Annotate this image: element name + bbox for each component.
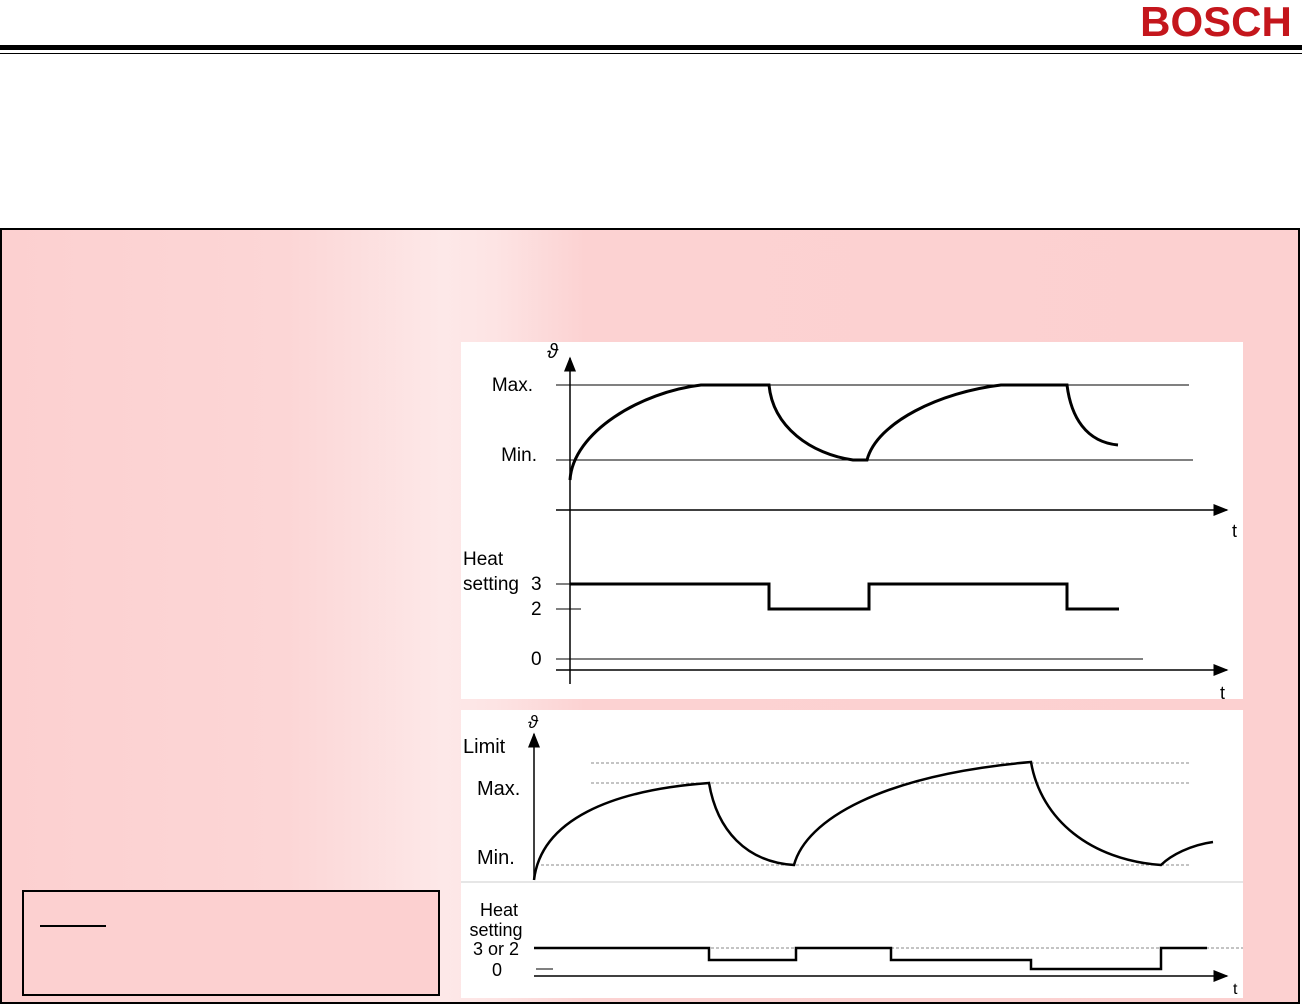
temperature-curve [532,760,1214,881]
note-box [22,890,440,996]
min-label: Min. [477,847,515,869]
level-2-label: 2 [531,599,542,620]
time-label-upper: t [1232,521,1237,541]
bosch-logo: BOSCH [1136,0,1296,45]
max-label: Max. [477,778,520,800]
heat-title-line1: Heat [463,549,504,570]
level-0-label: 0 [531,649,542,670]
level-3-label: 3 [531,574,542,595]
theta-symbol: ϑ [547,342,559,363]
max-label: Max. [492,375,533,396]
time-label: t [1233,981,1238,998]
heat-title-line3: 3 or 2 [473,939,519,959]
min-label: Min. [501,445,537,466]
header-rule-thin [0,53,1302,54]
diagram-top-two-step-control: ϑ Max. Min. t Heat setting 3 2 0 t [461,342,1243,699]
note-underline [40,925,106,927]
heat-setting-signal [534,946,1207,971]
heat-title-line2: setting [463,574,519,595]
level-0-label: 0 [492,960,502,980]
heat-setting-signal [570,582,1119,611]
heat-title-line1: Heat [480,900,518,920]
theta-symbol: ϑ [528,712,539,732]
limit-label: Limit [463,736,506,758]
header-rule [0,45,1302,50]
bosch-logo-text: BOSCH [1140,0,1292,44]
heat-title-line2: setting [469,920,522,940]
diagram-bottom-limit-control: ϑ Limit Max. Min. Heat setting 3 or 2 0 … [461,710,1243,998]
temperature-curve [568,383,1119,481]
time-label-lower: t [1220,683,1225,699]
